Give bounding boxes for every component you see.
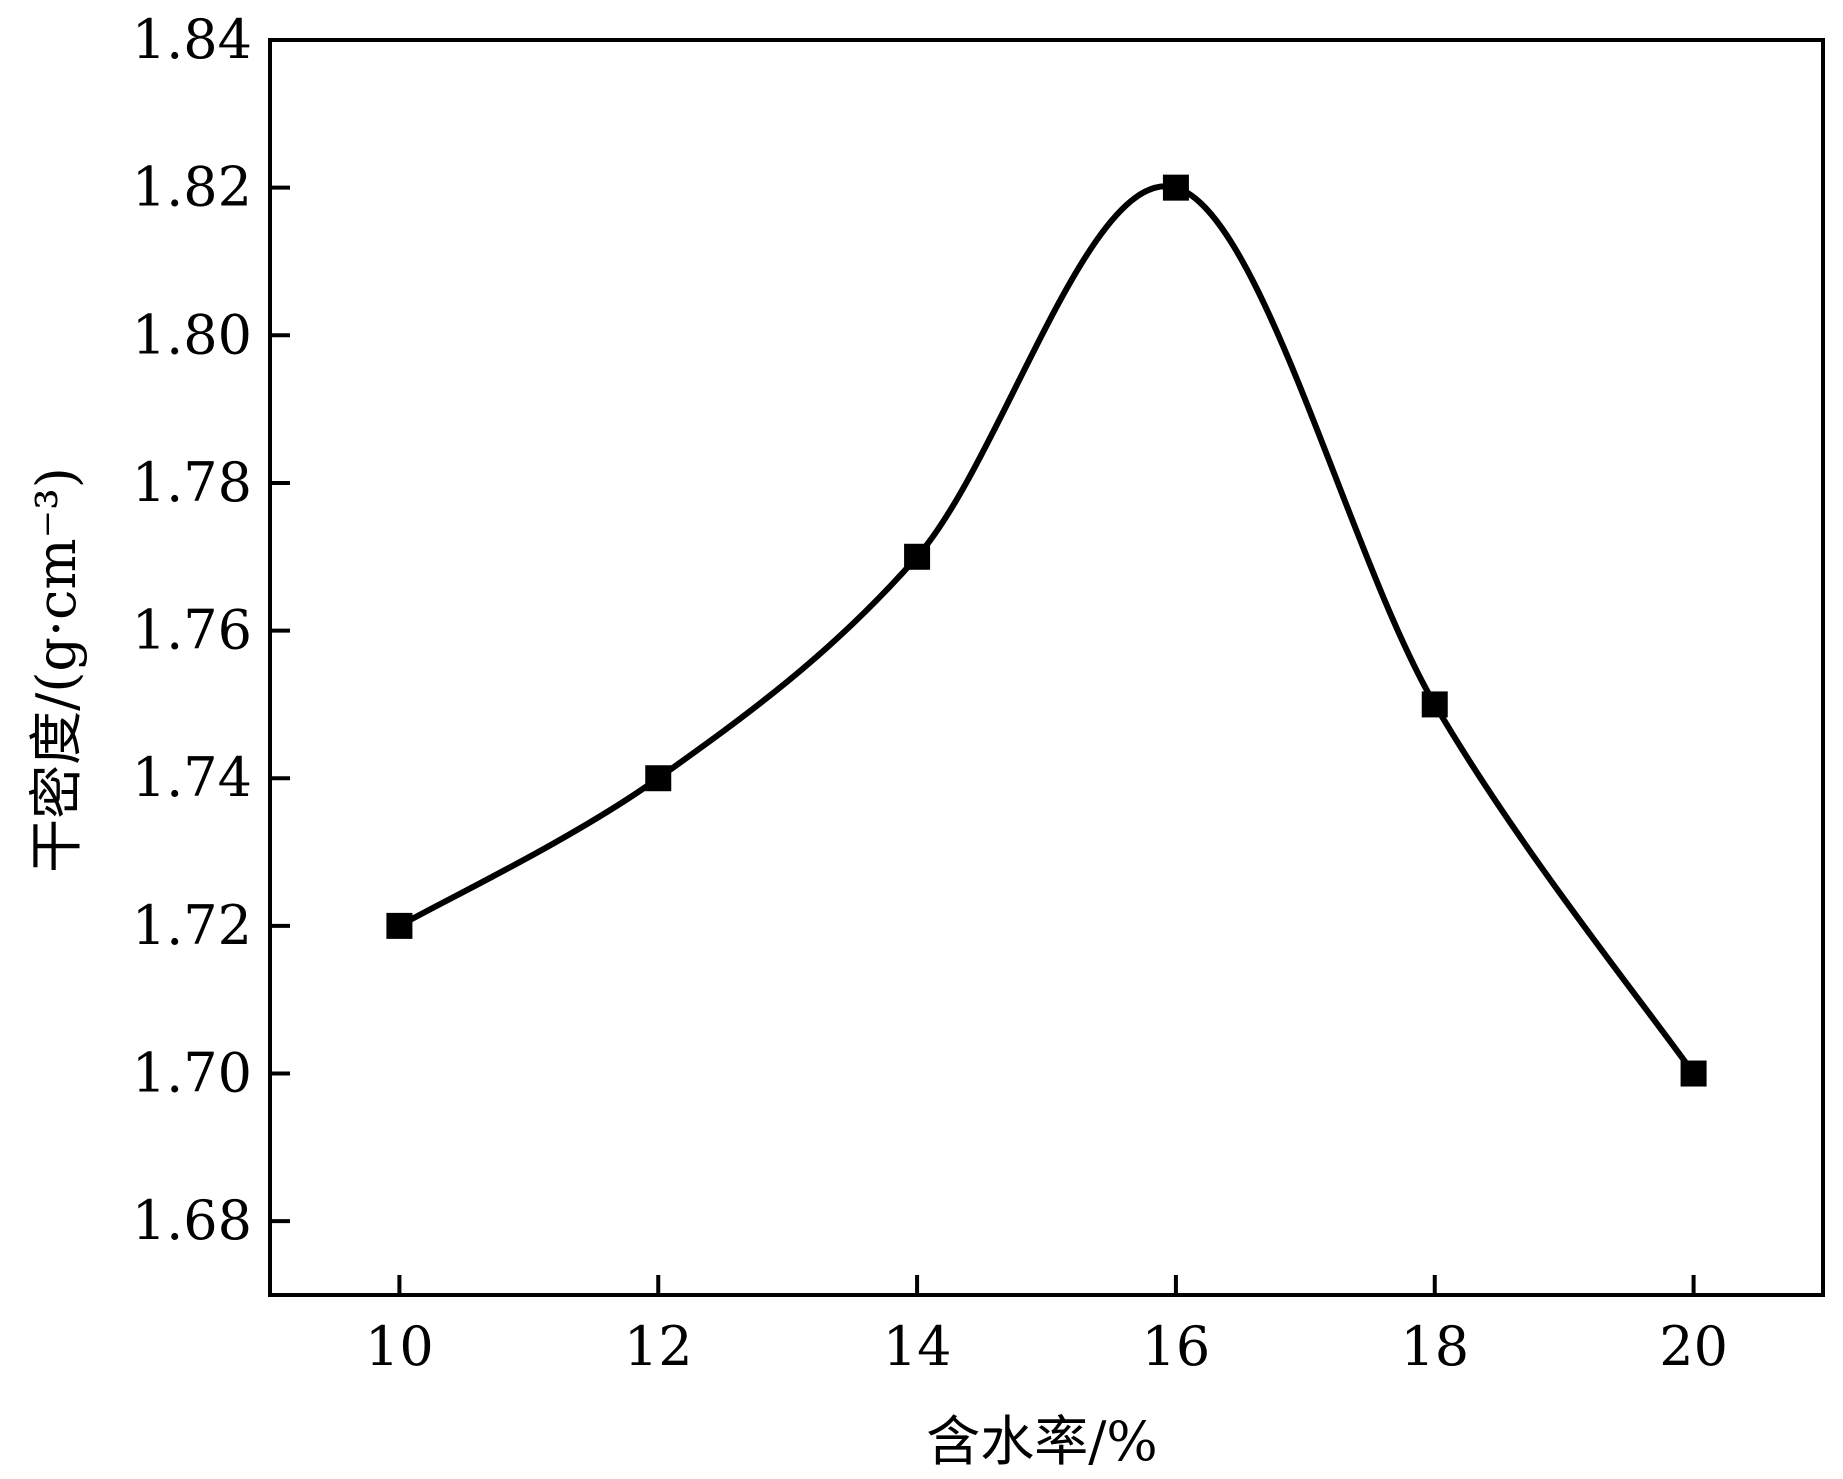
x-tick-label: 10 xyxy=(365,1315,434,1378)
y-tick-label: 1.72 xyxy=(132,894,252,957)
y-axis-title: 干密度/(g·cm⁻³) xyxy=(25,467,88,873)
data-point-marker xyxy=(386,912,413,939)
y-tick-label: 1.78 xyxy=(132,451,252,514)
data-point-marker xyxy=(1162,174,1189,201)
x-tick-label: 12 xyxy=(624,1315,693,1378)
plot-area xyxy=(268,38,1825,1297)
y-tick-label: 1.76 xyxy=(132,599,252,662)
x-tick-label: 18 xyxy=(1400,1315,1469,1378)
series xyxy=(386,174,1707,1087)
data-point-marker xyxy=(904,543,931,570)
y-tick-label: 1.68 xyxy=(132,1189,252,1252)
x-tick-label: 20 xyxy=(1659,1315,1728,1378)
x-tick-label: 16 xyxy=(1142,1315,1211,1378)
data-point-marker xyxy=(1680,1060,1707,1087)
y-tick-label: 1.80 xyxy=(132,303,252,366)
data-point-marker xyxy=(1421,691,1448,718)
data-point-marker xyxy=(645,765,672,792)
x-tick-label: 14 xyxy=(883,1315,952,1378)
plot-frame xyxy=(268,38,1825,1297)
x-axis-title: 含水率/% xyxy=(926,1410,1158,1473)
series-line xyxy=(397,183,1697,1076)
y-tick-label: 1.84 xyxy=(132,8,252,71)
axis-ticks xyxy=(270,38,1696,1295)
y-tick-label: 1.74 xyxy=(132,746,252,809)
y-tick-label: 1.82 xyxy=(132,156,252,219)
tick-labels: 10 12 14 16 18 20 1.68 1.70 1.72 1.74 1.76 1.78 1.80… xyxy=(132,8,1728,1378)
y-tick-label: 1.70 xyxy=(132,1042,252,1105)
